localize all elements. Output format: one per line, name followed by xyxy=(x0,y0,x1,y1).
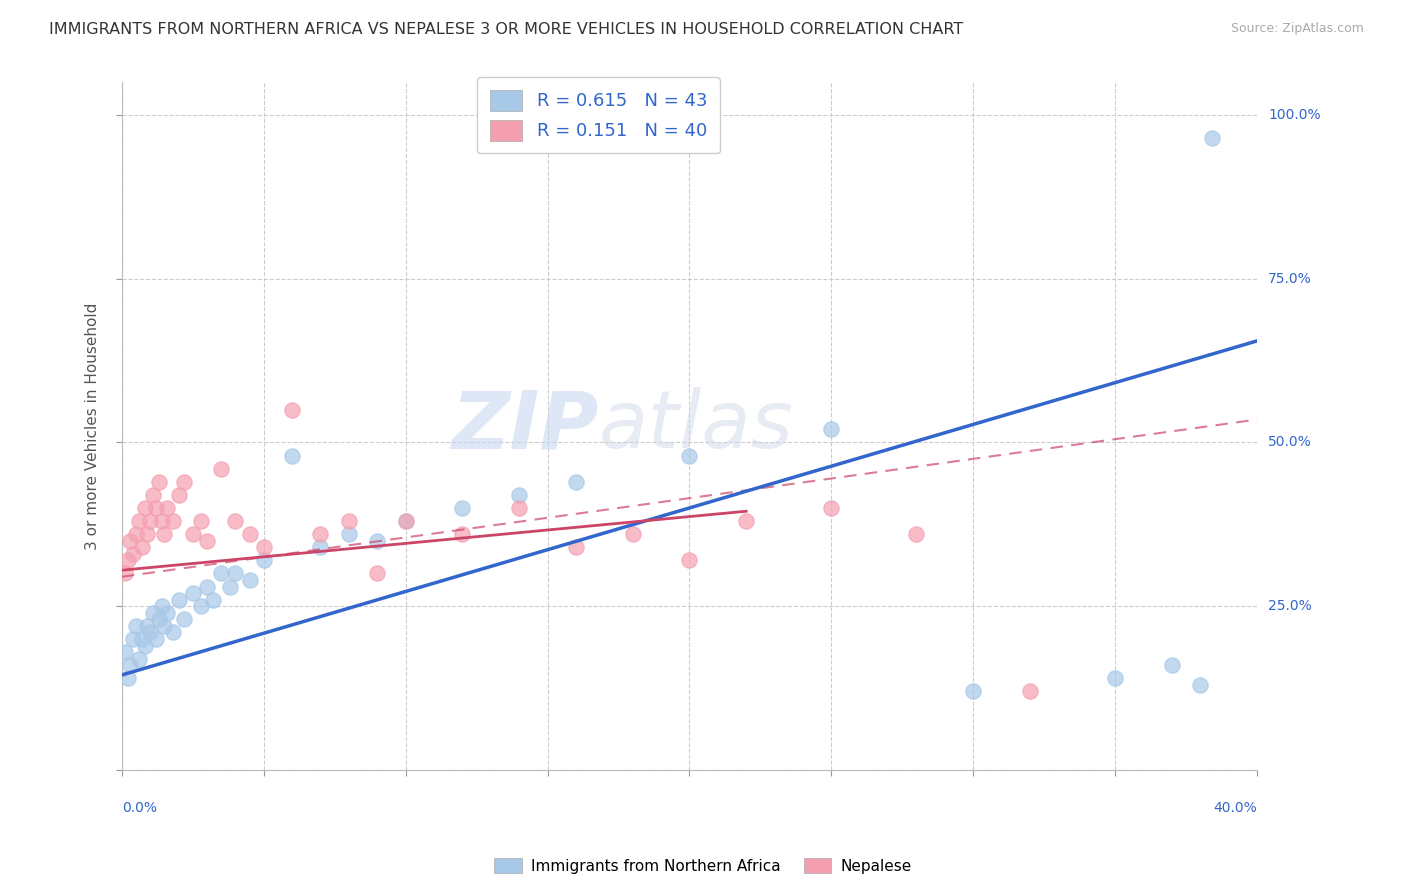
Legend: Immigrants from Northern Africa, Nepalese: Immigrants from Northern Africa, Nepales… xyxy=(488,852,918,880)
Point xyxy=(114,566,136,581)
Point xyxy=(142,606,165,620)
Point xyxy=(173,475,195,489)
Text: atlas: atlas xyxy=(599,387,793,465)
Point xyxy=(150,514,173,528)
Point xyxy=(218,580,240,594)
Point xyxy=(1201,131,1223,145)
Point xyxy=(134,639,156,653)
Point xyxy=(136,619,159,633)
Point xyxy=(153,619,176,633)
Point xyxy=(366,533,388,548)
Point xyxy=(167,592,190,607)
Point xyxy=(145,632,167,646)
Point xyxy=(122,632,145,646)
Point xyxy=(905,527,928,541)
Text: 75.0%: 75.0% xyxy=(1268,272,1312,285)
Point xyxy=(621,527,644,541)
Point xyxy=(820,500,842,515)
Point xyxy=(162,514,184,528)
Point xyxy=(337,527,360,541)
Point xyxy=(148,475,170,489)
Point xyxy=(201,592,224,607)
Text: 25.0%: 25.0% xyxy=(1268,599,1312,613)
Point xyxy=(173,612,195,626)
Point xyxy=(281,449,304,463)
Text: 40.0%: 40.0% xyxy=(1213,800,1257,814)
Point xyxy=(238,573,260,587)
Point xyxy=(181,527,204,541)
Point xyxy=(136,527,159,541)
Point xyxy=(117,671,139,685)
Point xyxy=(125,527,148,541)
Point xyxy=(394,514,416,528)
Point xyxy=(366,566,388,581)
Point xyxy=(451,500,474,515)
Point xyxy=(128,514,150,528)
Point xyxy=(139,625,162,640)
Point xyxy=(122,547,145,561)
Point xyxy=(156,606,179,620)
Point xyxy=(142,488,165,502)
Point xyxy=(337,514,360,528)
Point xyxy=(131,632,153,646)
Point xyxy=(195,533,218,548)
Point xyxy=(145,500,167,515)
Point xyxy=(1160,658,1182,673)
Point xyxy=(114,645,136,659)
Text: IMMIGRANTS FROM NORTHERN AFRICA VS NEPALESE 3 OR MORE VEHICLES IN HOUSEHOLD CORR: IMMIGRANTS FROM NORTHERN AFRICA VS NEPAL… xyxy=(49,22,963,37)
Point xyxy=(1019,684,1042,698)
Point xyxy=(209,566,232,581)
Point xyxy=(962,684,984,698)
Text: ZIP: ZIP xyxy=(451,387,599,465)
Point xyxy=(253,553,276,567)
Point xyxy=(238,527,260,541)
Point xyxy=(128,651,150,665)
Point xyxy=(394,514,416,528)
Point xyxy=(451,527,474,541)
Point xyxy=(190,514,212,528)
Point xyxy=(820,422,842,436)
Point xyxy=(120,658,142,673)
Text: Source: ZipAtlas.com: Source: ZipAtlas.com xyxy=(1230,22,1364,36)
Point xyxy=(678,449,700,463)
Point xyxy=(508,500,530,515)
Point xyxy=(565,541,588,555)
Point xyxy=(1189,678,1212,692)
Point xyxy=(678,553,700,567)
Point xyxy=(117,553,139,567)
Point xyxy=(309,541,332,555)
Point xyxy=(1104,671,1126,685)
Point xyxy=(153,527,176,541)
Point xyxy=(224,514,246,528)
Y-axis label: 3 or more Vehicles in Household: 3 or more Vehicles in Household xyxy=(86,302,100,549)
Point xyxy=(139,514,162,528)
Text: 0.0%: 0.0% xyxy=(122,800,157,814)
Point xyxy=(156,500,179,515)
Point xyxy=(309,527,332,541)
Point xyxy=(167,488,190,502)
Point xyxy=(150,599,173,614)
Point xyxy=(162,625,184,640)
Legend: R = 0.615   N = 43, R = 0.151   N = 40: R = 0.615 N = 43, R = 0.151 N = 40 xyxy=(477,78,720,153)
Point xyxy=(125,619,148,633)
Point xyxy=(190,599,212,614)
Point xyxy=(508,488,530,502)
Text: 100.0%: 100.0% xyxy=(1268,108,1320,122)
Point xyxy=(120,533,142,548)
Point xyxy=(148,612,170,626)
Point xyxy=(253,541,276,555)
Point xyxy=(181,586,204,600)
Point xyxy=(281,402,304,417)
Point xyxy=(134,500,156,515)
Point xyxy=(735,514,758,528)
Point xyxy=(195,580,218,594)
Point xyxy=(565,475,588,489)
Text: 50.0%: 50.0% xyxy=(1268,435,1312,450)
Point xyxy=(224,566,246,581)
Point xyxy=(131,541,153,555)
Point xyxy=(209,461,232,475)
